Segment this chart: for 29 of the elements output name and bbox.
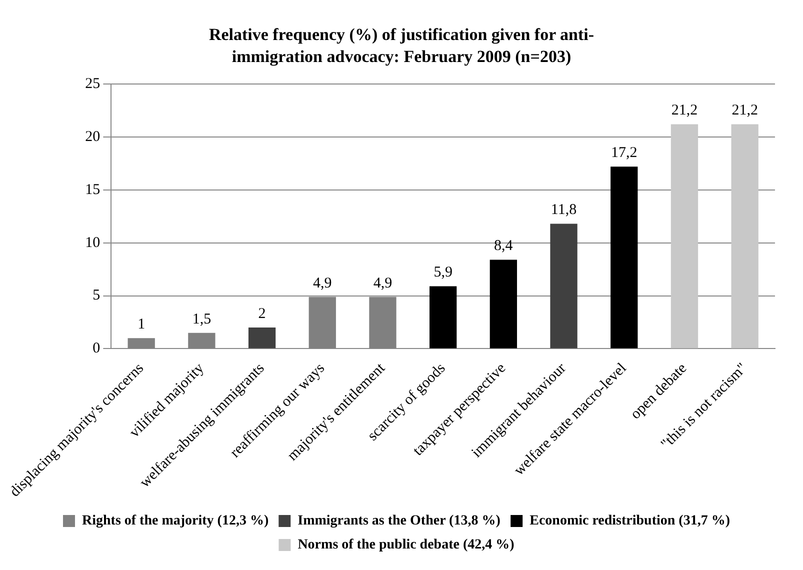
bar xyxy=(248,328,276,348)
bar xyxy=(550,224,578,348)
data-label: 1,5 xyxy=(192,311,212,328)
data-label: 11,8 xyxy=(550,202,577,218)
y-tick-label: 0 xyxy=(92,340,100,357)
data-label: 8,4 xyxy=(494,238,514,254)
bar xyxy=(670,124,698,348)
bar xyxy=(610,166,638,348)
y-tick-label: 20 xyxy=(85,129,100,146)
y-tick-label: 15 xyxy=(85,182,100,198)
data-label: 2 xyxy=(258,306,266,322)
data-label: 17,2 xyxy=(611,145,638,162)
y-tick-label: 10 xyxy=(85,234,100,251)
data-label: 4,9 xyxy=(373,275,392,292)
data-label: 4,9 xyxy=(313,275,332,292)
bar xyxy=(490,260,518,348)
legend-label: Immigrants as the Other (13,8 %) xyxy=(298,514,501,529)
bar xyxy=(430,286,457,348)
legend-label: Norms of the public debate (42,4 %) xyxy=(298,538,515,553)
y-tick-label: 5 xyxy=(92,288,100,304)
legend-label: Rights of the majority (12,3 %) xyxy=(82,514,269,529)
data-label: 1 xyxy=(138,316,146,333)
bar xyxy=(731,124,758,348)
legend-label: Economic redistribution (31,7 %) xyxy=(530,514,730,529)
data-label: 21,2 xyxy=(671,102,698,119)
y-tick-label: 25 xyxy=(85,76,100,92)
data-label: 5,9 xyxy=(434,264,452,281)
chart-title: Relative frequency (%) of justification given for anti-immigration advocacy: February 2009 (n=203) xyxy=(208,24,596,68)
data-label: 21,2 xyxy=(732,102,758,119)
